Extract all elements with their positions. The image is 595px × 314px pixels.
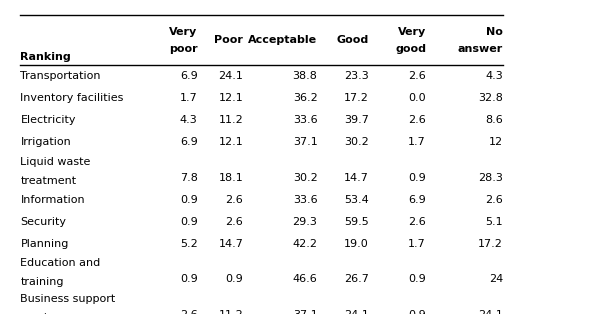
Text: good: good (395, 44, 426, 54)
Text: 24.1: 24.1 (478, 310, 503, 314)
Text: 18.1: 18.1 (218, 173, 243, 183)
Text: Poor: Poor (214, 35, 243, 45)
Text: Ranking: Ranking (20, 52, 71, 62)
Text: 59.5: 59.5 (344, 217, 369, 227)
Text: 37.1: 37.1 (293, 137, 318, 147)
Text: 11.2: 11.2 (218, 115, 243, 125)
Text: 7.8: 7.8 (180, 173, 198, 183)
Text: 30.2: 30.2 (293, 173, 318, 183)
Text: 46.6: 46.6 (293, 274, 318, 284)
Text: treatment: treatment (20, 176, 77, 186)
Text: 12: 12 (489, 137, 503, 147)
Text: 17.2: 17.2 (344, 93, 369, 103)
Text: 6.9: 6.9 (180, 137, 198, 147)
Text: 5.2: 5.2 (180, 239, 198, 249)
Text: Business support: Business support (20, 294, 115, 304)
Text: 23.3: 23.3 (344, 71, 369, 81)
Text: 24.1: 24.1 (344, 310, 369, 314)
Text: 1.7: 1.7 (408, 137, 426, 147)
Text: Transportation: Transportation (20, 71, 101, 81)
Text: poor: poor (169, 44, 198, 54)
Text: 2.6: 2.6 (408, 115, 426, 125)
Text: Inventory facilities: Inventory facilities (20, 93, 124, 103)
Text: 2.6: 2.6 (486, 195, 503, 205)
Text: 39.7: 39.7 (344, 115, 369, 125)
Text: 6.9: 6.9 (408, 195, 426, 205)
Text: 2.6: 2.6 (226, 195, 243, 205)
Text: 1.7: 1.7 (408, 239, 426, 249)
Text: Information: Information (20, 195, 85, 205)
Text: 14.7: 14.7 (344, 173, 369, 183)
Text: training: training (20, 277, 64, 287)
Text: Liquid waste: Liquid waste (20, 157, 91, 167)
Text: 24.1: 24.1 (218, 71, 243, 81)
Text: Security: Security (20, 217, 67, 227)
Text: Very: Very (170, 27, 198, 37)
Text: 29.3: 29.3 (293, 217, 318, 227)
Text: 33.6: 33.6 (293, 115, 318, 125)
Text: 30.2: 30.2 (344, 137, 369, 147)
Text: 53.4: 53.4 (344, 195, 369, 205)
Text: 2.6: 2.6 (226, 217, 243, 227)
Text: 4.3: 4.3 (486, 71, 503, 81)
Text: 12.1: 12.1 (218, 93, 243, 103)
Text: 26.7: 26.7 (344, 274, 369, 284)
Text: Electricity: Electricity (20, 115, 76, 125)
Text: 8.6: 8.6 (486, 115, 503, 125)
Text: answer: answer (458, 44, 503, 54)
Text: 38.8: 38.8 (293, 71, 318, 81)
Text: services: services (20, 313, 66, 314)
Text: 14.7: 14.7 (218, 239, 243, 249)
Text: 0.9: 0.9 (180, 217, 198, 227)
Text: Acceptable: Acceptable (248, 35, 318, 45)
Text: 0.9: 0.9 (180, 195, 198, 205)
Text: 0.9: 0.9 (408, 310, 426, 314)
Text: 37.1: 37.1 (293, 310, 318, 314)
Text: Good: Good (337, 35, 369, 45)
Text: 2.6: 2.6 (408, 71, 426, 81)
Text: Planning: Planning (20, 239, 69, 249)
Text: 33.6: 33.6 (293, 195, 318, 205)
Text: 6.9: 6.9 (180, 71, 198, 81)
Text: 0.9: 0.9 (180, 274, 198, 284)
Text: 1.7: 1.7 (180, 93, 198, 103)
Text: 28.3: 28.3 (478, 173, 503, 183)
Text: 11.2: 11.2 (218, 310, 243, 314)
Text: 42.2: 42.2 (293, 239, 318, 249)
Text: 0.9: 0.9 (408, 173, 426, 183)
Text: Irrigation: Irrigation (20, 137, 71, 147)
Text: Education and: Education and (20, 258, 101, 268)
Text: 5.1: 5.1 (486, 217, 503, 227)
Text: Very: Very (398, 27, 426, 37)
Text: 32.8: 32.8 (478, 93, 503, 103)
Text: 0.9: 0.9 (226, 274, 243, 284)
Text: 0.9: 0.9 (408, 274, 426, 284)
Text: 4.3: 4.3 (180, 115, 198, 125)
Text: 19.0: 19.0 (344, 239, 369, 249)
Text: 2.6: 2.6 (180, 310, 198, 314)
Text: 36.2: 36.2 (293, 93, 318, 103)
Text: 0.0: 0.0 (408, 93, 426, 103)
Text: 24: 24 (489, 274, 503, 284)
Text: 12.1: 12.1 (218, 137, 243, 147)
Text: 17.2: 17.2 (478, 239, 503, 249)
Text: No: No (486, 27, 503, 37)
Text: 2.6: 2.6 (408, 217, 426, 227)
